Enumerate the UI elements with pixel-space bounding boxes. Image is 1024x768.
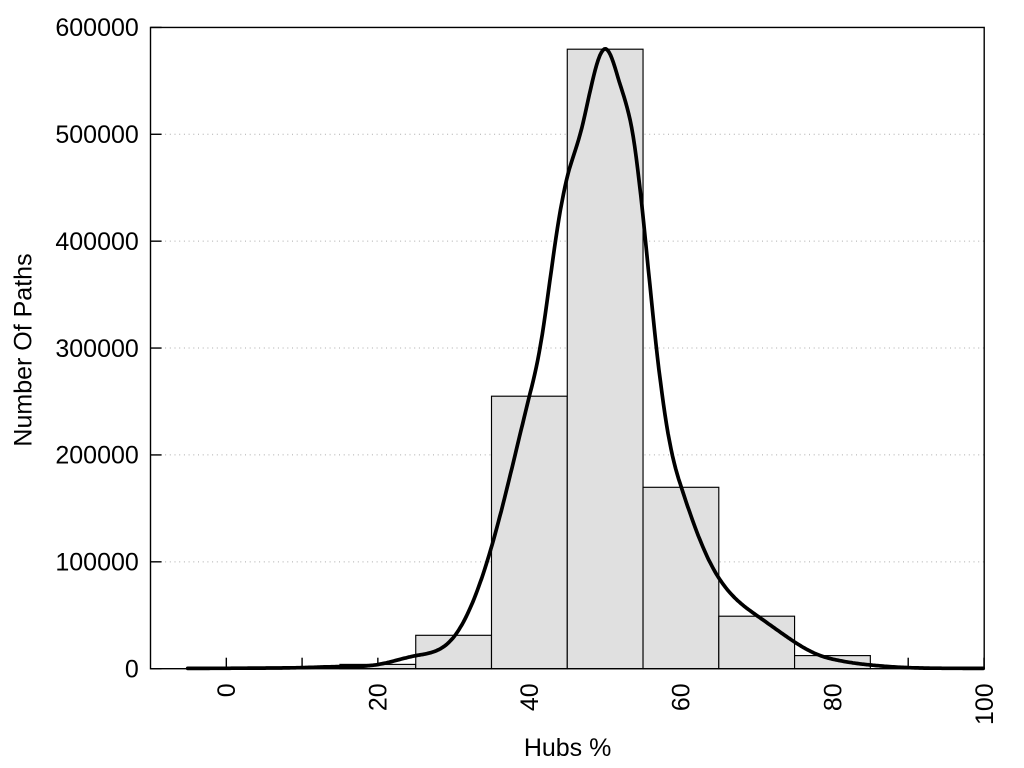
- svg-text:600000: 600000: [55, 14, 138, 42]
- svg-text:200000: 200000: [55, 442, 138, 470]
- svg-text:Hubs %: Hubs %: [524, 734, 612, 762]
- svg-text:Number Of Paths: Number Of Paths: [10, 253, 38, 446]
- svg-text:100: 100: [971, 683, 999, 725]
- svg-text:20: 20: [365, 683, 393, 711]
- svg-text:0: 0: [125, 656, 139, 684]
- svg-text:0: 0: [213, 683, 241, 697]
- svg-text:400000: 400000: [55, 228, 138, 256]
- svg-text:500000: 500000: [55, 121, 138, 149]
- svg-text:80: 80: [819, 683, 847, 711]
- svg-text:300000: 300000: [55, 335, 138, 363]
- svg-text:40: 40: [516, 683, 544, 711]
- svg-text:100000: 100000: [55, 549, 138, 577]
- svg-text:60: 60: [668, 683, 696, 711]
